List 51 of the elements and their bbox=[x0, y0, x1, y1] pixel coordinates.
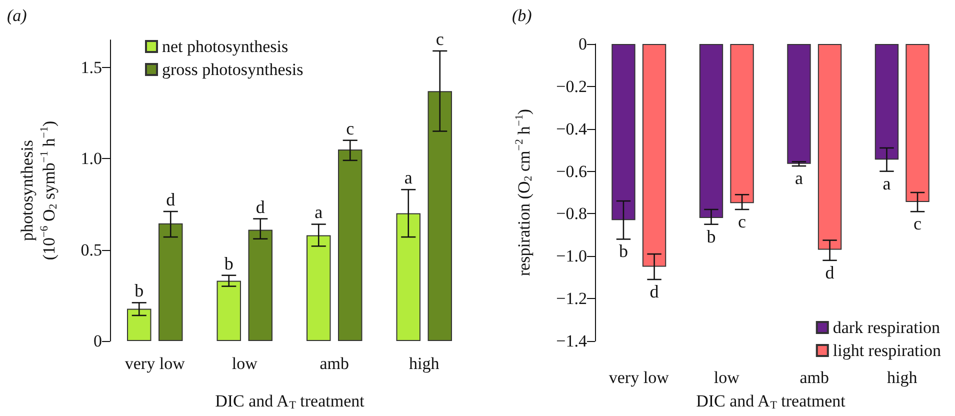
x-tick-label: low bbox=[232, 354, 258, 373]
bar bbox=[158, 223, 183, 341]
legend-label: light respiration bbox=[832, 341, 942, 360]
annotation: d bbox=[256, 196, 265, 217]
y-tick-label: 1.5 bbox=[80, 58, 102, 77]
annotation: d bbox=[166, 189, 176, 210]
y-tick-label: 0 bbox=[578, 34, 587, 54]
annotation: c bbox=[914, 214, 922, 234]
bar bbox=[306, 235, 331, 341]
annotation: a bbox=[404, 168, 412, 188]
annotation: a bbox=[794, 168, 803, 188]
annotation: b bbox=[706, 226, 716, 246]
annotation: c bbox=[436, 28, 444, 49]
y-tick-label: −0.8 bbox=[556, 204, 587, 224]
x-tick-label: very low bbox=[124, 354, 186, 373]
annotation: a bbox=[314, 202, 323, 222]
chart-title: (b) bbox=[512, 6, 532, 25]
annotation: d bbox=[650, 281, 659, 302]
y-tick-label: 0 bbox=[94, 332, 102, 350]
y-tick-label: −0.2 bbox=[556, 76, 587, 96]
annotation: b bbox=[618, 241, 628, 262]
y-tick-label: −0.6 bbox=[556, 162, 587, 181]
bar bbox=[127, 308, 152, 341]
x-tick-label: high bbox=[409, 354, 440, 373]
legend-label: dark respiration bbox=[832, 318, 941, 337]
bar bbox=[248, 230, 272, 341]
x-tick-label: amb bbox=[320, 354, 350, 373]
annotation: b bbox=[224, 253, 234, 274]
y-tick-label: 1.0 bbox=[80, 149, 102, 168]
annotation: c bbox=[346, 118, 354, 138]
bar bbox=[338, 149, 362, 341]
y-tick-label: −1.0 bbox=[556, 246, 587, 266]
annotation: d bbox=[825, 262, 834, 282]
bar bbox=[216, 280, 241, 341]
y-axis-title: respiration (O2 cm−2 h−1) bbox=[514, 108, 534, 276]
annotation: b bbox=[134, 280, 144, 301]
y-tick-label: −1.2 bbox=[556, 289, 587, 308]
y-tick-label: −0.4 bbox=[556, 119, 588, 138]
legend-label: net photosynthesis bbox=[162, 37, 288, 56]
x-tick-label: amb bbox=[800, 368, 830, 387]
chart-title: (a) bbox=[7, 6, 28, 25]
y-tick-label: 0.5 bbox=[80, 240, 102, 260]
bar bbox=[396, 213, 420, 341]
x-tick-label: very low bbox=[608, 368, 670, 387]
annotation: a bbox=[882, 173, 891, 194]
bar bbox=[428, 91, 452, 341]
x-tick-label: low bbox=[714, 368, 740, 387]
legend-label: gross photosynthesis bbox=[162, 60, 304, 79]
y-tick-label: −1.4 bbox=[556, 332, 588, 350]
annotation: c bbox=[738, 211, 746, 232]
x-tick-label: high bbox=[887, 368, 918, 387]
